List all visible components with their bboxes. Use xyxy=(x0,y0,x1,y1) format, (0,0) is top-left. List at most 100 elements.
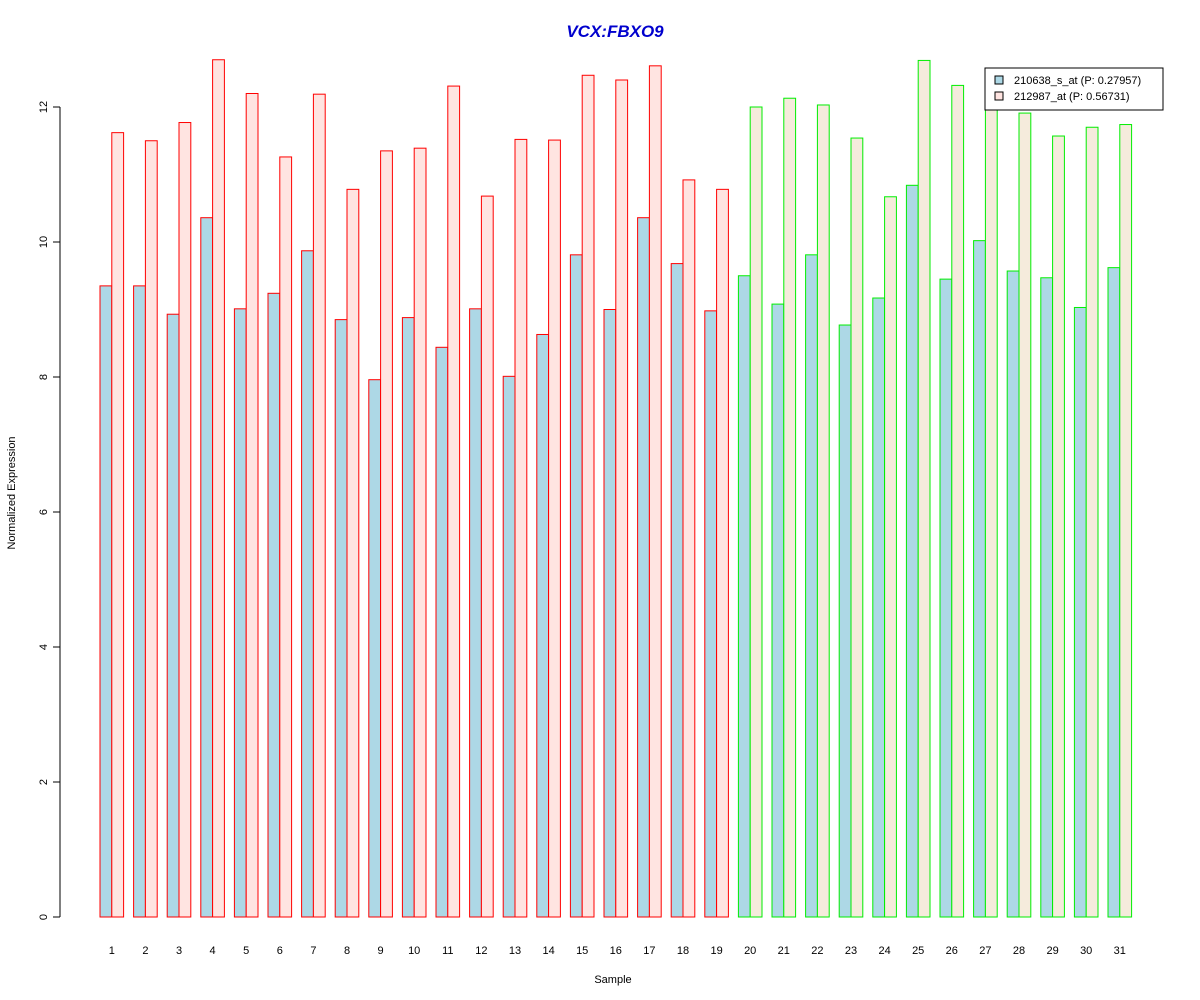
y-tick-label: 12 xyxy=(38,101,50,113)
x-tick-label: 13 xyxy=(509,945,521,957)
y-tick-label: 6 xyxy=(38,509,50,515)
y-axis: 0 2 4 6 8 10 12 xyxy=(38,101,61,920)
bar-series-1 xyxy=(536,333,550,918)
legend-swatch-series-1 xyxy=(994,75,1004,85)
x-tick-label: 12 xyxy=(475,945,487,957)
bar-series-1 xyxy=(704,310,718,918)
bar-series-2 xyxy=(615,79,629,918)
y-tick-label: 4 xyxy=(38,644,50,650)
legend-swatch-series-2 xyxy=(994,91,1004,101)
x-tick-label: 2 xyxy=(142,945,148,957)
bar-series-2 xyxy=(984,106,998,918)
bar-series-1 xyxy=(603,309,617,918)
bar-series-1 xyxy=(670,263,684,918)
x-tick-label: 15 xyxy=(576,945,588,957)
bar-series-2 xyxy=(279,156,293,918)
y-tick-label: 10 xyxy=(38,236,50,248)
bar-series-1 xyxy=(368,379,382,918)
x-tick-label: 28 xyxy=(1013,945,1025,957)
bar-series-2 xyxy=(648,65,662,918)
y-axis-label: Normalized Expression xyxy=(6,436,18,549)
x-tick-label: 27 xyxy=(979,945,991,957)
legend-box xyxy=(984,67,1164,111)
bar-series-2 xyxy=(111,132,125,918)
bar-series-2 xyxy=(884,196,897,918)
bar-series-1 xyxy=(301,250,314,918)
x-tick-label: 19 xyxy=(710,945,722,957)
bar-series-2 xyxy=(514,138,528,918)
bar-series-1 xyxy=(569,254,583,918)
bar-series-2 xyxy=(178,122,192,918)
bar-series-1 xyxy=(502,375,516,918)
bar-series-1 xyxy=(771,303,785,918)
x-tick-label: 21 xyxy=(778,945,790,957)
bar-series-1 xyxy=(1006,270,1020,918)
x-tick-label: 18 xyxy=(677,945,689,957)
x-tick-label: 30 xyxy=(1080,945,1092,957)
bar-series-2 xyxy=(716,188,729,918)
bar-series-2 xyxy=(245,93,259,918)
bar-series-1 xyxy=(805,254,818,918)
x-tick-label: 23 xyxy=(845,945,857,957)
bar-series-2 xyxy=(480,195,494,918)
bar-series-1 xyxy=(637,217,650,918)
x-tick-label: 29 xyxy=(1046,945,1058,957)
bar-series-2 xyxy=(312,93,326,918)
bar-series-2 xyxy=(212,59,225,918)
x-tick-label: 3 xyxy=(176,945,182,957)
bar-series-2 xyxy=(447,85,461,918)
bar-series-2 xyxy=(346,188,360,918)
legend-label-series-1: 210638_s_at (P: 0.27957) xyxy=(1014,75,1141,87)
x-tick-label: 8 xyxy=(344,945,350,957)
bar-series-2 xyxy=(1018,112,1032,918)
bar-series-1 xyxy=(99,285,113,918)
bar-series-1 xyxy=(267,292,281,918)
x-tick-label: 1 xyxy=(109,945,115,957)
bar-series-1 xyxy=(435,346,449,918)
x-tick-label: 16 xyxy=(610,945,622,957)
bar-series-2 xyxy=(1052,135,1065,918)
x-tick-label: 24 xyxy=(878,945,890,957)
x-tick-label: 10 xyxy=(408,945,420,957)
legend-label-series-2: 212987_at (P: 0.56731) xyxy=(1014,91,1130,103)
bar-series-2 xyxy=(951,84,965,918)
bar-series-2 xyxy=(548,139,561,918)
x-axis-label: Sample xyxy=(594,974,631,986)
x-tick-label: 4 xyxy=(210,945,216,957)
bar-series-1 xyxy=(233,308,247,918)
bar-series-1 xyxy=(939,278,953,918)
bar-series-1 xyxy=(1040,277,1054,918)
x-tick-label: 22 xyxy=(811,945,823,957)
bar-series-1 xyxy=(200,217,214,918)
chart-title: VCX:FBXO9 xyxy=(566,22,664,41)
bar-series-2 xyxy=(816,104,830,918)
bar-series-1 xyxy=(469,308,482,918)
x-tick-label: 7 xyxy=(310,945,316,957)
bar-series-2 xyxy=(783,97,797,918)
bar-series-1 xyxy=(1073,306,1087,918)
bar-series-1 xyxy=(133,285,146,918)
legend: 210638_s_at (P: 0.27957) 212987_at (P: 0… xyxy=(984,67,1164,111)
bars xyxy=(99,59,1133,918)
bar-series-2 xyxy=(749,106,763,918)
x-tick-label: 11 xyxy=(442,945,453,957)
bar-series-1 xyxy=(973,240,986,918)
x-axis-tick-labels: 1 2 3 4 5 6 7 8 9 10 11 12 13 14 15 16 17 18 19 20 21 22 23 24 2… xyxy=(109,945,1126,957)
bar-series-2 xyxy=(850,137,864,918)
bar-series-2 xyxy=(682,179,696,918)
bar-series-2 xyxy=(380,150,393,918)
bar-series-2 xyxy=(581,74,595,918)
x-tick-label: 17 xyxy=(643,945,655,957)
y-tick-label: 8 xyxy=(38,374,50,380)
bar-series-1 xyxy=(166,313,180,918)
bar-series-2 xyxy=(1085,126,1099,918)
bar-series-2 xyxy=(1119,124,1133,918)
bar-series-2 xyxy=(413,147,427,918)
x-tick-label: 26 xyxy=(946,945,958,957)
x-tick-label: 5 xyxy=(243,945,249,957)
y-tick-label: 0 xyxy=(38,914,50,920)
bar-series-1 xyxy=(401,317,415,918)
x-tick-label: 14 xyxy=(542,945,554,957)
bar-series-2 xyxy=(917,59,931,918)
